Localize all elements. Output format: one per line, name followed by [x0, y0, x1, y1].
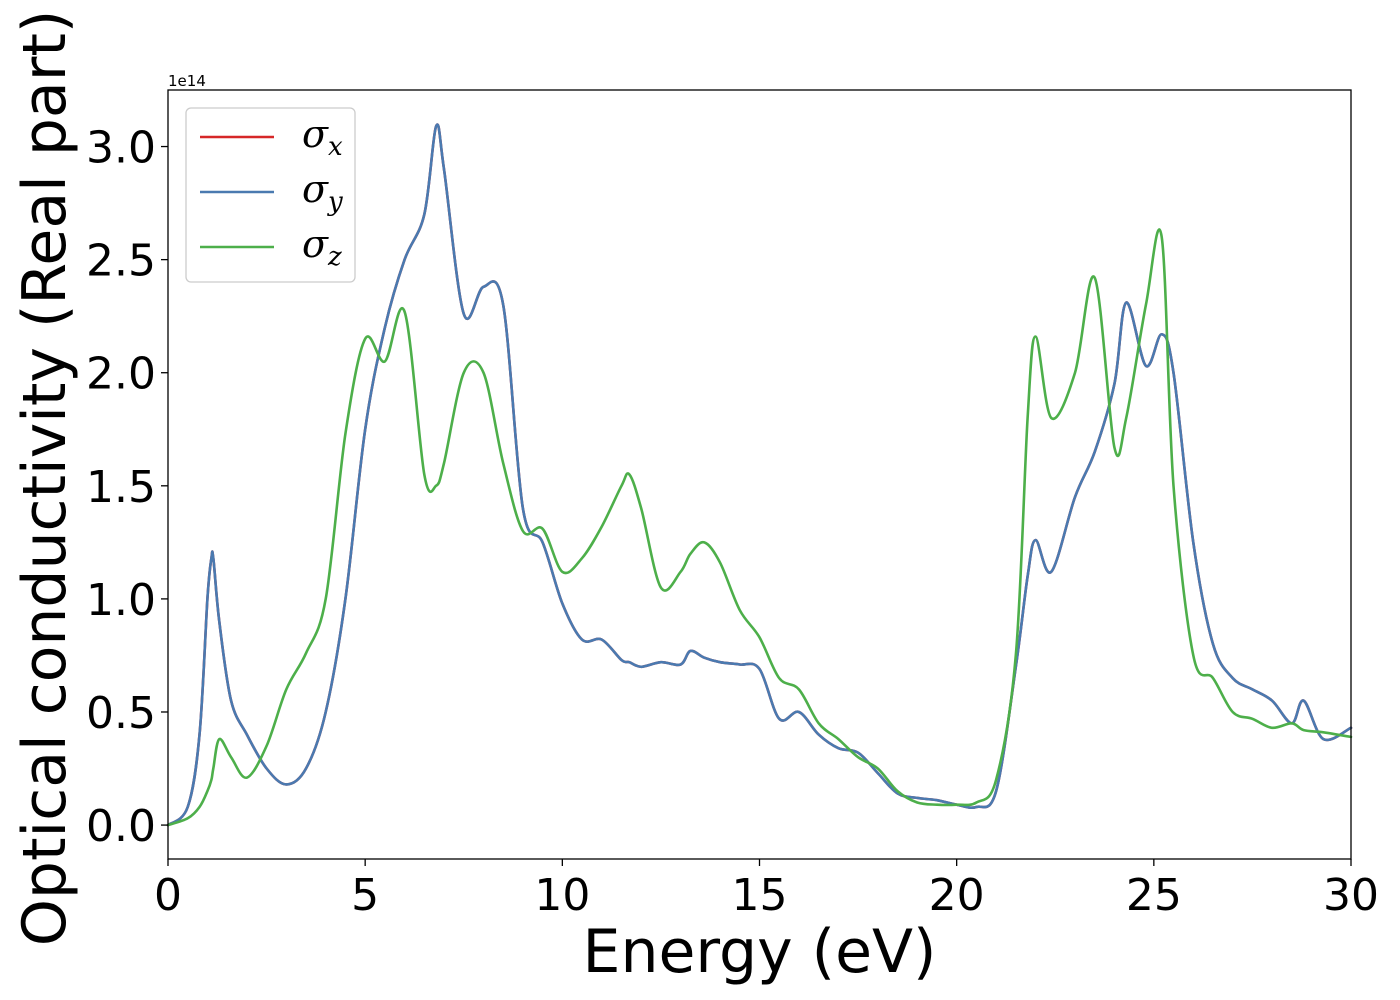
x-tick-label: 5 — [351, 870, 379, 921]
y-tick-label: 1.0 — [86, 575, 156, 626]
y-axis-label: Optical conductivity (Real part) — [10, 10, 80, 947]
legend-symbol: σ — [302, 167, 329, 211]
y-tick-label: 2.0 — [86, 349, 156, 400]
y-tick-label: 1.5 — [86, 462, 156, 513]
x-tick-label: 15 — [732, 870, 788, 921]
x-tick-label: 25 — [1126, 870, 1182, 921]
y-offset-label: 1e14 — [168, 72, 206, 90]
legend-subscript: y — [327, 187, 343, 217]
legend-label-y: σy — [302, 167, 343, 217]
legend-symbol: σ — [302, 222, 329, 266]
y-tick-label: 2.5 — [86, 236, 156, 287]
x-tick-label: 20 — [929, 870, 985, 921]
y-tick-label: 0.0 — [86, 801, 156, 852]
x-axis-label: Energy (eV) — [583, 917, 937, 987]
x-tick-label: 10 — [534, 870, 590, 921]
x-tick-label: 0 — [154, 870, 182, 921]
legend-symbol: σ — [302, 112, 329, 156]
x-tick-label: 30 — [1323, 870, 1379, 921]
series-line-3 — [166, 228, 1353, 827]
y-tick-label: 0.5 — [86, 688, 156, 739]
y-tick-label: 3.0 — [86, 123, 156, 174]
y-axis: 0.0 0.5 1.0 1.5 2.0 2.5 3.0 — [86, 123, 168, 852]
legend-subscript: x — [328, 132, 343, 162]
series-layer — [166, 123, 1353, 827]
legend-label-z: σz — [302, 222, 342, 272]
legend-subscript: z — [327, 242, 342, 272]
legend-box — [185, 107, 356, 283]
legend-label-x: σx — [302, 112, 343, 162]
series-line-2 — [166, 123, 1353, 827]
x-axis: 0 5 10 15 20 25 30 — [154, 859, 1379, 921]
